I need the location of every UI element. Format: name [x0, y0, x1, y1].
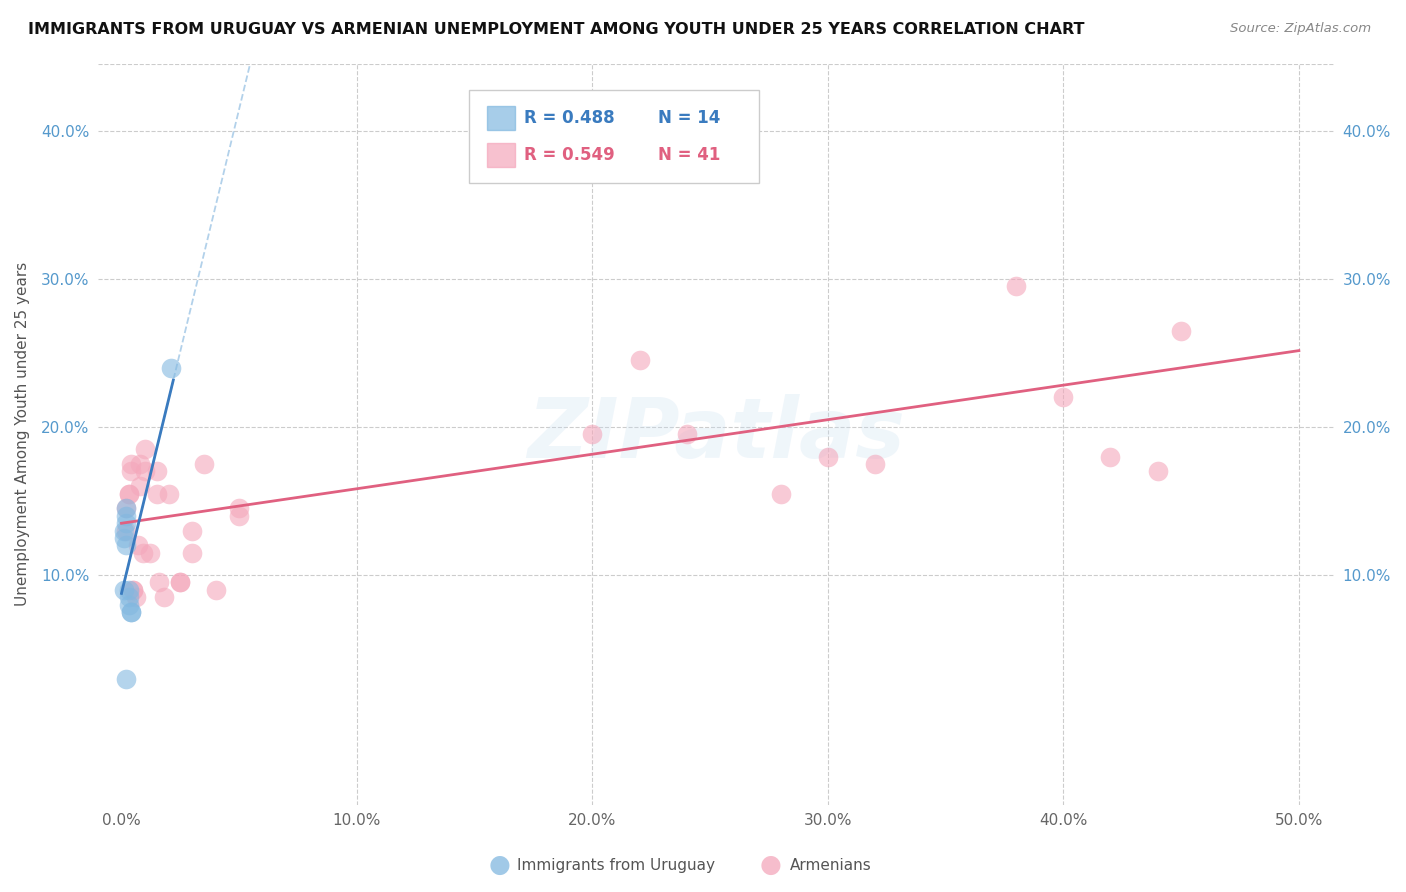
Point [817, 450, 839, 464]
Point [115, 538, 138, 552]
Point [117, 591, 139, 605]
Point [204, 582, 226, 597]
Point [117, 598, 139, 612]
Point [160, 360, 183, 375]
Point [769, 486, 792, 500]
Point [115, 672, 138, 686]
Text: N = 41: N = 41 [658, 146, 720, 164]
Text: ZIPatlas: ZIPatlas [527, 394, 905, 475]
Point [153, 591, 176, 605]
Point [115, 508, 138, 523]
Point [115, 516, 138, 531]
Point [115, 501, 138, 516]
Point [122, 582, 145, 597]
FancyBboxPatch shape [488, 106, 515, 130]
Point [1005, 279, 1028, 293]
Point [148, 575, 170, 590]
Point [134, 442, 156, 457]
Point [863, 457, 886, 471]
Point [120, 605, 142, 619]
Text: R = 0.549: R = 0.549 [524, 146, 616, 164]
Point [534, 153, 557, 168]
Point [675, 427, 697, 442]
Point [134, 464, 156, 478]
Point [122, 582, 145, 597]
Point [1146, 464, 1168, 478]
Point [146, 486, 169, 500]
Text: IMMIGRANTS FROM URUGUAY VS ARMENIAN UNEMPLOYMENT AMONG YOUTH UNDER 25 YEARS CORR: IMMIGRANTS FROM URUGUAY VS ARMENIAN UNEM… [28, 22, 1084, 37]
Point [124, 591, 146, 605]
Text: N = 14: N = 14 [658, 109, 720, 128]
Point [228, 501, 250, 516]
Point [112, 531, 135, 545]
Point [169, 575, 191, 590]
Point [120, 464, 142, 478]
Point [139, 546, 162, 560]
Point [581, 427, 603, 442]
Point [181, 524, 204, 538]
Point [1170, 324, 1192, 338]
Point [228, 508, 250, 523]
Point [127, 538, 149, 552]
Point [628, 353, 651, 368]
Point [1052, 390, 1074, 404]
Point [193, 457, 215, 471]
Text: Immigrants from Uruguay: Immigrants from Uruguay [517, 858, 716, 872]
Point [115, 524, 138, 538]
Text: Armenians: Armenians [790, 858, 872, 872]
Point [120, 457, 142, 471]
Text: Source: ZipAtlas.com: Source: ZipAtlas.com [1230, 22, 1371, 36]
Point [157, 486, 180, 500]
Point [131, 546, 153, 560]
Point [117, 582, 139, 597]
Point [120, 605, 142, 619]
Point [146, 464, 169, 478]
Point [181, 546, 204, 560]
Point [169, 575, 191, 590]
Point [1099, 450, 1122, 464]
FancyBboxPatch shape [468, 90, 759, 183]
Point [115, 501, 138, 516]
Point [117, 486, 139, 500]
Point [112, 524, 135, 538]
Point [117, 486, 139, 500]
Text: R = 0.488: R = 0.488 [524, 109, 614, 128]
Y-axis label: Unemployment Among Youth under 25 years: Unemployment Among Youth under 25 years [15, 262, 30, 607]
Text: ●: ● [759, 854, 782, 877]
Text: ●: ● [488, 854, 510, 877]
Point [129, 457, 152, 471]
FancyBboxPatch shape [488, 144, 515, 167]
Point [129, 479, 152, 493]
Point [112, 582, 135, 597]
